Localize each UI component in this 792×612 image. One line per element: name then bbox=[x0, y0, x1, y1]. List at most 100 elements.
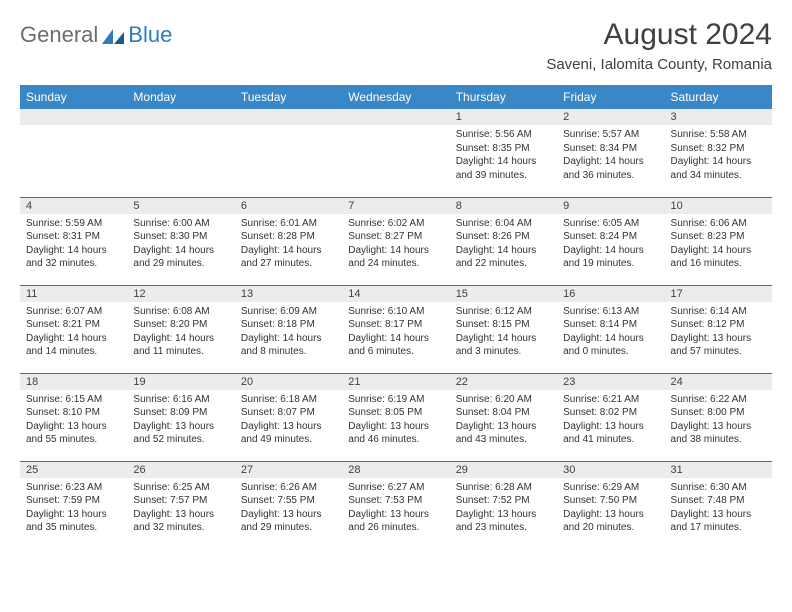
sunset-text: Sunset: 7:57 PM bbox=[133, 494, 228, 508]
logo: General Blue bbox=[20, 22, 172, 48]
day-info: Sunrise: 5:57 AMSunset: 8:34 PMDaylight:… bbox=[557, 125, 664, 186]
day-header-wednesday: Wednesday bbox=[342, 85, 449, 109]
day-cell: 4Sunrise: 5:59 AMSunset: 8:31 PMDaylight… bbox=[20, 197, 127, 285]
sunrise-text: Sunrise: 6:10 AM bbox=[348, 305, 443, 319]
day-number: 22 bbox=[450, 374, 557, 390]
sunset-text: Sunset: 8:31 PM bbox=[26, 230, 121, 244]
daylight-text: Daylight: 13 hours and 35 minutes. bbox=[26, 508, 121, 535]
day-info: Sunrise: 6:21 AMSunset: 8:02 PMDaylight:… bbox=[557, 390, 664, 451]
day-header-row: Sunday Monday Tuesday Wednesday Thursday… bbox=[20, 85, 772, 109]
day-cell: 15Sunrise: 6:12 AMSunset: 8:15 PMDayligh… bbox=[450, 285, 557, 373]
sunrise-text: Sunrise: 6:29 AM bbox=[563, 481, 658, 495]
sunset-text: Sunset: 7:52 PM bbox=[456, 494, 551, 508]
day-number: 26 bbox=[127, 462, 234, 478]
sunset-text: Sunset: 8:18 PM bbox=[241, 318, 336, 332]
day-header-friday: Friday bbox=[557, 85, 664, 109]
day-number: 31 bbox=[665, 462, 772, 478]
day-cell: 8Sunrise: 6:04 AMSunset: 8:26 PMDaylight… bbox=[450, 197, 557, 285]
daylight-text: Daylight: 14 hours and 8 minutes. bbox=[241, 332, 336, 359]
location-text: Saveni, Ialomita County, Romania bbox=[546, 56, 772, 73]
sunset-text: Sunset: 8:34 PM bbox=[563, 142, 658, 156]
calendar-page: General Blue August 2024 Saveni, Ialomit… bbox=[0, 0, 792, 559]
day-number: 30 bbox=[557, 462, 664, 478]
day-info: Sunrise: 6:22 AMSunset: 8:00 PMDaylight:… bbox=[665, 390, 772, 451]
day-number: 11 bbox=[20, 286, 127, 302]
day-number: 27 bbox=[235, 462, 342, 478]
day-info: Sunrise: 6:18 AMSunset: 8:07 PMDaylight:… bbox=[235, 390, 342, 451]
day-number: 25 bbox=[20, 462, 127, 478]
daylight-text: Daylight: 14 hours and 11 minutes. bbox=[133, 332, 228, 359]
sunset-text: Sunset: 8:15 PM bbox=[456, 318, 551, 332]
sunrise-text: Sunrise: 6:14 AM bbox=[671, 305, 766, 319]
sunrise-text: Sunrise: 6:05 AM bbox=[563, 217, 658, 231]
day-info: Sunrise: 5:58 AMSunset: 8:32 PMDaylight:… bbox=[665, 125, 772, 186]
day-cell: 20Sunrise: 6:18 AMSunset: 8:07 PMDayligh… bbox=[235, 373, 342, 461]
sunset-text: Sunset: 8:07 PM bbox=[241, 406, 336, 420]
day-cell: 7Sunrise: 6:02 AMSunset: 8:27 PMDaylight… bbox=[342, 197, 449, 285]
week-row: 1Sunrise: 5:56 AMSunset: 8:35 PMDaylight… bbox=[20, 109, 772, 197]
logo-sail-icon bbox=[102, 26, 124, 44]
sunrise-text: Sunrise: 6:19 AM bbox=[348, 393, 443, 407]
day-number: 12 bbox=[127, 286, 234, 302]
sunrise-text: Sunrise: 6:04 AM bbox=[456, 217, 551, 231]
day-info: Sunrise: 6:27 AMSunset: 7:53 PMDaylight:… bbox=[342, 478, 449, 539]
sunset-text: Sunset: 7:50 PM bbox=[563, 494, 658, 508]
day-info: Sunrise: 6:01 AMSunset: 8:28 PMDaylight:… bbox=[235, 214, 342, 275]
day-number: 20 bbox=[235, 374, 342, 390]
sunrise-text: Sunrise: 5:58 AM bbox=[671, 128, 766, 142]
day-number: 15 bbox=[450, 286, 557, 302]
sunset-text: Sunset: 8:21 PM bbox=[26, 318, 121, 332]
daylight-text: Daylight: 14 hours and 39 minutes. bbox=[456, 155, 551, 182]
sunset-text: Sunset: 7:59 PM bbox=[26, 494, 121, 508]
sunrise-text: Sunrise: 6:08 AM bbox=[133, 305, 228, 319]
sunset-text: Sunset: 8:10 PM bbox=[26, 406, 121, 420]
day-cell: 3Sunrise: 5:58 AMSunset: 8:32 PMDaylight… bbox=[665, 109, 772, 197]
day-info: Sunrise: 6:06 AMSunset: 8:23 PMDaylight:… bbox=[665, 214, 772, 275]
day-info: Sunrise: 6:00 AMSunset: 8:30 PMDaylight:… bbox=[127, 214, 234, 275]
daylight-text: Daylight: 14 hours and 14 minutes. bbox=[26, 332, 121, 359]
daylight-text: Daylight: 13 hours and 43 minutes. bbox=[456, 420, 551, 447]
day-info: Sunrise: 6:16 AMSunset: 8:09 PMDaylight:… bbox=[127, 390, 234, 451]
day-cell: 14Sunrise: 6:10 AMSunset: 8:17 PMDayligh… bbox=[342, 285, 449, 373]
day-info: Sunrise: 5:59 AMSunset: 8:31 PMDaylight:… bbox=[20, 214, 127, 275]
day-cell: 27Sunrise: 6:26 AMSunset: 7:55 PMDayligh… bbox=[235, 461, 342, 549]
day-number: 29 bbox=[450, 462, 557, 478]
sunrise-text: Sunrise: 6:01 AM bbox=[241, 217, 336, 231]
day-number bbox=[235, 109, 342, 125]
logo-blue-text: Blue bbox=[128, 22, 172, 48]
day-info: Sunrise: 6:29 AMSunset: 7:50 PMDaylight:… bbox=[557, 478, 664, 539]
daylight-text: Daylight: 14 hours and 36 minutes. bbox=[563, 155, 658, 182]
daylight-text: Daylight: 14 hours and 16 minutes. bbox=[671, 244, 766, 271]
sunrise-text: Sunrise: 6:02 AM bbox=[348, 217, 443, 231]
day-info: Sunrise: 6:08 AMSunset: 8:20 PMDaylight:… bbox=[127, 302, 234, 363]
day-header-monday: Monday bbox=[127, 85, 234, 109]
day-cell: 9Sunrise: 6:05 AMSunset: 8:24 PMDaylight… bbox=[557, 197, 664, 285]
day-number: 9 bbox=[557, 198, 664, 214]
sunrise-text: Sunrise: 5:57 AM bbox=[563, 128, 658, 142]
day-cell: 6Sunrise: 6:01 AMSunset: 8:28 PMDaylight… bbox=[235, 197, 342, 285]
day-cell: 18Sunrise: 6:15 AMSunset: 8:10 PMDayligh… bbox=[20, 373, 127, 461]
title-block: August 2024 Saveni, Ialomita County, Rom… bbox=[546, 18, 772, 73]
day-number: 10 bbox=[665, 198, 772, 214]
sunrise-text: Sunrise: 6:20 AM bbox=[456, 393, 551, 407]
daylight-text: Daylight: 13 hours and 20 minutes. bbox=[563, 508, 658, 535]
sunset-text: Sunset: 7:55 PM bbox=[241, 494, 336, 508]
day-info: Sunrise: 6:14 AMSunset: 8:12 PMDaylight:… bbox=[665, 302, 772, 363]
sunrise-text: Sunrise: 6:21 AM bbox=[563, 393, 658, 407]
daylight-text: Daylight: 13 hours and 17 minutes. bbox=[671, 508, 766, 535]
day-cell bbox=[235, 109, 342, 197]
day-number: 3 bbox=[665, 109, 772, 125]
day-cell bbox=[342, 109, 449, 197]
sunrise-text: Sunrise: 6:09 AM bbox=[241, 305, 336, 319]
sunrise-text: Sunrise: 6:22 AM bbox=[671, 393, 766, 407]
daylight-text: Daylight: 13 hours and 41 minutes. bbox=[563, 420, 658, 447]
calendar-table: Sunday Monday Tuesday Wednesday Thursday… bbox=[20, 85, 772, 549]
sunrise-text: Sunrise: 6:23 AM bbox=[26, 481, 121, 495]
sunrise-text: Sunrise: 5:59 AM bbox=[26, 217, 121, 231]
sunset-text: Sunset: 8:00 PM bbox=[671, 406, 766, 420]
day-info: Sunrise: 5:56 AMSunset: 8:35 PMDaylight:… bbox=[450, 125, 557, 186]
day-number bbox=[342, 109, 449, 125]
sunrise-text: Sunrise: 6:13 AM bbox=[563, 305, 658, 319]
day-number: 14 bbox=[342, 286, 449, 302]
daylight-text: Daylight: 13 hours and 32 minutes. bbox=[133, 508, 228, 535]
